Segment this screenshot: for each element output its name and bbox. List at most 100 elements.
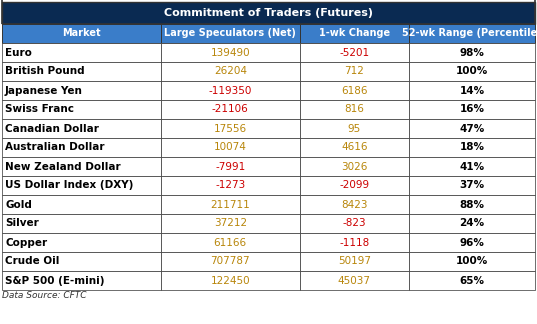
Bar bbox=[2, 214, 161, 233]
Bar bbox=[2, 2, 535, 24]
Text: 17556: 17556 bbox=[214, 123, 247, 133]
Text: -1273: -1273 bbox=[215, 180, 245, 191]
Bar bbox=[409, 214, 535, 233]
Text: 16%: 16% bbox=[460, 105, 484, 114]
Bar bbox=[409, 195, 535, 214]
Text: Canadian Dollar: Canadian Dollar bbox=[5, 123, 99, 133]
Text: Australian Dollar: Australian Dollar bbox=[5, 143, 105, 153]
Bar bbox=[409, 176, 535, 195]
Bar bbox=[409, 62, 535, 81]
Bar bbox=[2, 176, 161, 195]
Text: -21106: -21106 bbox=[212, 105, 249, 114]
Text: -7991: -7991 bbox=[215, 161, 245, 171]
Text: Euro: Euro bbox=[5, 48, 32, 57]
Bar bbox=[300, 233, 409, 252]
Bar bbox=[161, 252, 300, 271]
Bar bbox=[161, 81, 300, 100]
Bar bbox=[409, 233, 535, 252]
Bar bbox=[409, 271, 535, 290]
Text: 3026: 3026 bbox=[341, 161, 367, 171]
Text: 37%: 37% bbox=[460, 180, 484, 191]
Bar bbox=[300, 195, 409, 214]
Bar bbox=[300, 138, 409, 157]
Text: 122450: 122450 bbox=[211, 275, 250, 285]
Bar bbox=[300, 119, 409, 138]
Bar bbox=[300, 43, 409, 62]
Bar bbox=[300, 100, 409, 119]
Text: 26204: 26204 bbox=[214, 66, 247, 76]
Text: -2099: -2099 bbox=[339, 180, 369, 191]
Bar bbox=[409, 119, 535, 138]
Bar bbox=[2, 81, 161, 100]
Bar bbox=[2, 24, 161, 43]
Bar bbox=[409, 43, 535, 62]
Bar bbox=[161, 233, 300, 252]
Text: Japanese Yen: Japanese Yen bbox=[5, 86, 83, 96]
Text: 41%: 41% bbox=[460, 161, 484, 171]
Bar bbox=[300, 252, 409, 271]
Text: Swiss Franc: Swiss Franc bbox=[5, 105, 74, 114]
Bar bbox=[2, 233, 161, 252]
Text: -1118: -1118 bbox=[339, 237, 369, 248]
Bar bbox=[2, 271, 161, 290]
Bar bbox=[300, 24, 409, 43]
Bar bbox=[2, 195, 161, 214]
Text: 100%: 100% bbox=[456, 66, 488, 76]
Text: Silver: Silver bbox=[5, 218, 39, 228]
Bar bbox=[161, 271, 300, 290]
Bar bbox=[2, 138, 161, 157]
Bar bbox=[300, 62, 409, 81]
Bar bbox=[2, 0, 535, 24]
Bar bbox=[161, 100, 300, 119]
Text: 18%: 18% bbox=[460, 143, 484, 153]
Bar bbox=[2, 252, 161, 271]
Bar bbox=[161, 157, 300, 176]
Bar bbox=[161, 214, 300, 233]
Text: 707787: 707787 bbox=[211, 257, 250, 267]
Text: Crude Oil: Crude Oil bbox=[5, 257, 60, 267]
Text: 4616: 4616 bbox=[341, 143, 368, 153]
Text: 50197: 50197 bbox=[338, 257, 371, 267]
Text: 65%: 65% bbox=[460, 275, 484, 285]
Text: 139490: 139490 bbox=[211, 48, 250, 57]
Text: Commitment of Traders (Futures): Commitment of Traders (Futures) bbox=[164, 8, 373, 18]
Text: 37212: 37212 bbox=[214, 218, 247, 228]
Text: 712: 712 bbox=[344, 66, 364, 76]
Text: 10074: 10074 bbox=[214, 143, 246, 153]
Text: S&P 500 (E-mini): S&P 500 (E-mini) bbox=[5, 275, 105, 285]
Bar bbox=[409, 81, 535, 100]
Text: Market: Market bbox=[62, 29, 101, 39]
Bar bbox=[300, 81, 409, 100]
Text: 52-wk Range (Percentile): 52-wk Range (Percentile) bbox=[402, 29, 537, 39]
Bar bbox=[409, 252, 535, 271]
Text: 61166: 61166 bbox=[214, 237, 247, 248]
Text: -5201: -5201 bbox=[339, 48, 369, 57]
Bar bbox=[161, 24, 300, 43]
Text: 24%: 24% bbox=[460, 218, 484, 228]
Text: 98%: 98% bbox=[460, 48, 484, 57]
Bar bbox=[300, 157, 409, 176]
Bar bbox=[409, 157, 535, 176]
Bar bbox=[2, 100, 161, 119]
Bar bbox=[161, 119, 300, 138]
Text: 211711: 211711 bbox=[211, 200, 250, 210]
Text: Data Source: CFTC: Data Source: CFTC bbox=[2, 291, 86, 300]
Text: 816: 816 bbox=[344, 105, 364, 114]
Text: Large Speculators (Net): Large Speculators (Net) bbox=[164, 29, 296, 39]
Bar bbox=[409, 100, 535, 119]
Bar bbox=[409, 24, 535, 43]
Bar bbox=[161, 43, 300, 62]
Bar bbox=[2, 119, 161, 138]
Text: 100%: 100% bbox=[456, 257, 488, 267]
Text: Copper: Copper bbox=[5, 237, 47, 248]
Text: -119350: -119350 bbox=[208, 86, 252, 96]
Text: Gold: Gold bbox=[5, 200, 32, 210]
Text: 95: 95 bbox=[348, 123, 361, 133]
Text: 47%: 47% bbox=[459, 123, 484, 133]
Text: 14%: 14% bbox=[460, 86, 484, 96]
Text: New Zealand Dollar: New Zealand Dollar bbox=[5, 161, 121, 171]
Bar bbox=[409, 138, 535, 157]
Text: US Dollar Index (DXY): US Dollar Index (DXY) bbox=[5, 180, 133, 191]
Bar bbox=[2, 43, 161, 62]
Bar bbox=[161, 62, 300, 81]
